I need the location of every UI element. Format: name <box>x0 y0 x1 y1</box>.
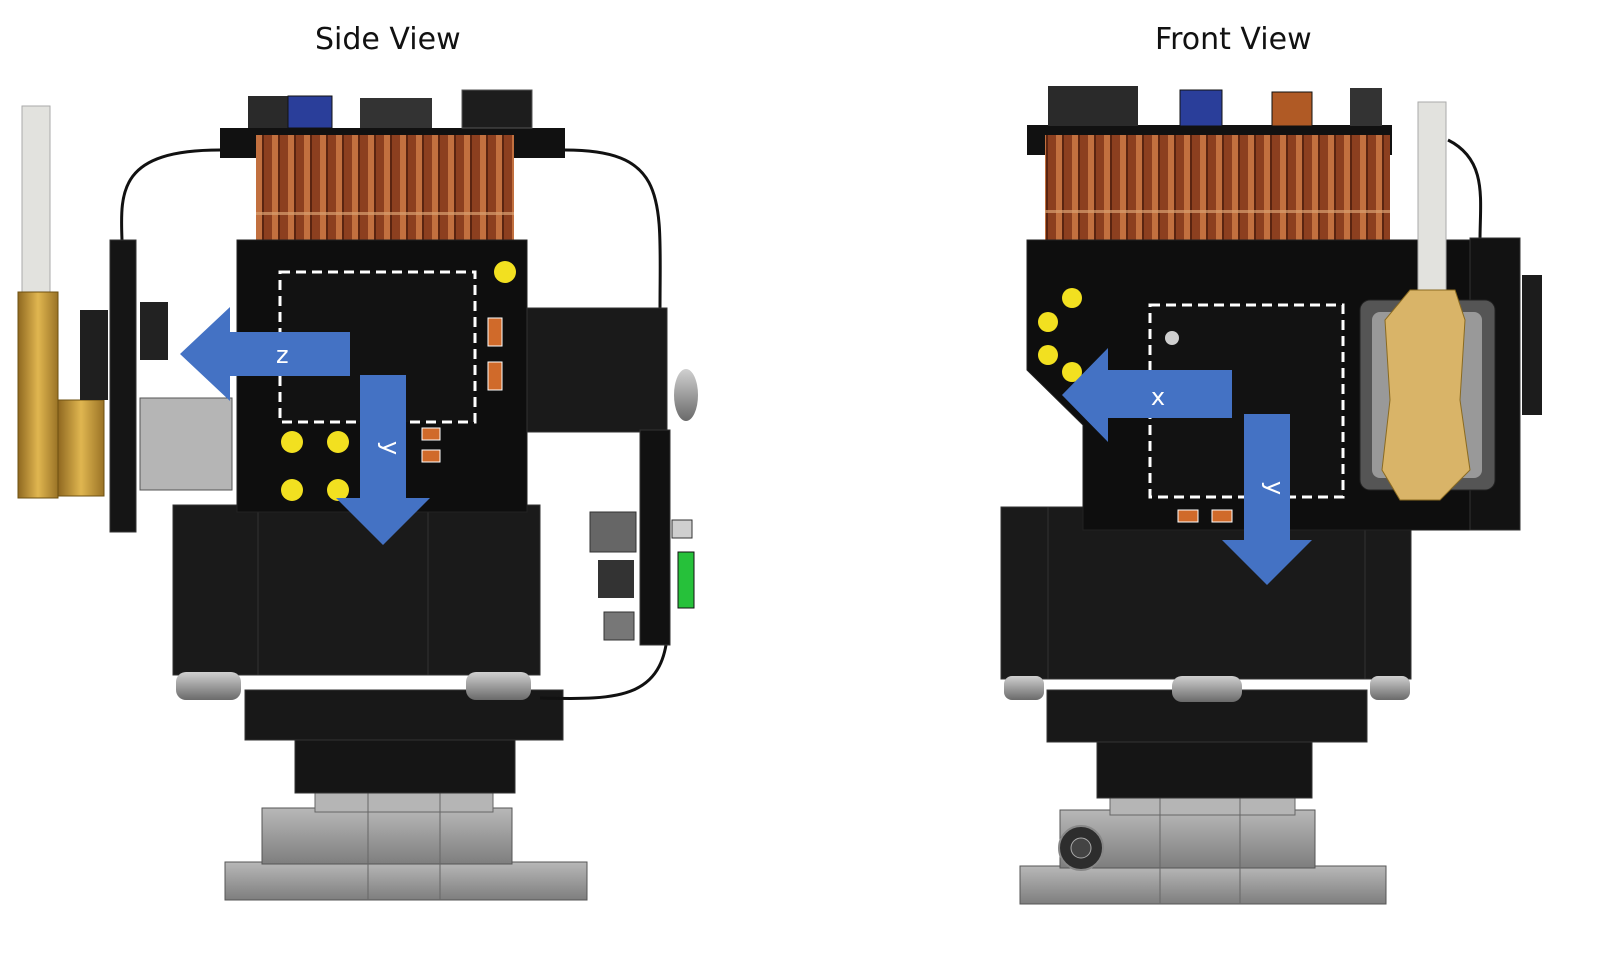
side-y-arrow: y <box>336 375 430 545</box>
front-pcb <box>1026 101 1542 531</box>
side-mount-base <box>224 789 588 901</box>
side-z-axis-label: z <box>276 341 289 369</box>
front-x-axis-label: x <box>1151 383 1165 411</box>
front-coil <box>1027 86 1392 240</box>
side-view-title: Side View <box>315 22 461 57</box>
front-view-device <box>1000 86 1542 905</box>
front-view-title: Front View <box>1155 22 1312 57</box>
front-y-arrow: y <box>1222 414 1312 585</box>
side-wire-right <box>564 148 662 311</box>
side-right-module <box>526 307 698 646</box>
front-x-arrow: x <box>1062 348 1232 442</box>
front-wire <box>1447 138 1483 241</box>
side-left-module <box>17 105 233 533</box>
side-z-arrow: z <box>180 307 350 401</box>
front-mount-base <box>1019 794 1387 905</box>
front-y-axis-label: y <box>1261 481 1289 495</box>
side-wire-left <box>120 148 221 241</box>
side-wire-bottom <box>539 619 670 701</box>
side-view-device <box>17 89 698 901</box>
front-housing <box>1000 506 1412 799</box>
side-coil <box>220 89 565 241</box>
side-housing <box>172 504 564 794</box>
side-y-axis-label: y <box>377 441 405 455</box>
